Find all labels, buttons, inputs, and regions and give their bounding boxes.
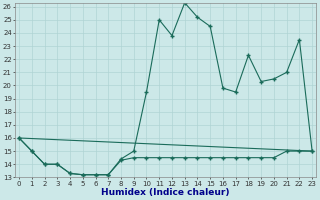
X-axis label: Humidex (Indice chaleur): Humidex (Indice chaleur) [101,188,230,197]
